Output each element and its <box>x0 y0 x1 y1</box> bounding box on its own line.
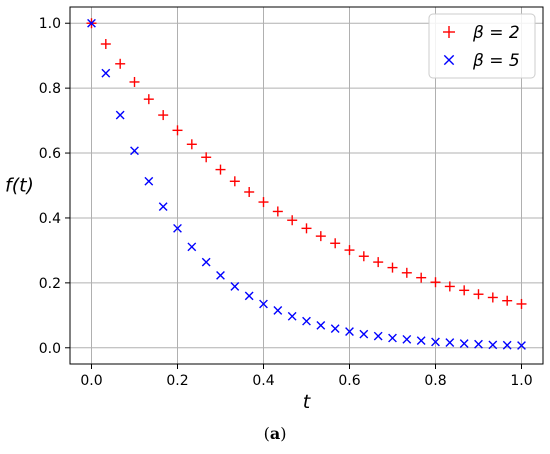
data-point <box>187 242 197 252</box>
data-point <box>287 215 298 226</box>
data-point <box>373 331 383 341</box>
data-point <box>130 146 139 156</box>
caption-close-paren: ) <box>280 424 287 443</box>
data-point <box>445 338 455 347</box>
y-tick-label: 0.6 <box>39 146 61 162</box>
data-point <box>488 340 498 350</box>
data-point <box>388 333 397 343</box>
data-point <box>201 257 211 267</box>
data-point <box>502 295 513 306</box>
data-point <box>216 271 225 280</box>
x-tick-label: 0.0 <box>80 373 102 389</box>
y-tick-label: 1.0 <box>39 16 61 32</box>
axis-ticks: 0.0 0.2 0.4 0.6 0.8 1.0 0.0 0.2 0.4 0.6 0.8 1.0 <box>39 16 533 389</box>
data-point <box>487 292 498 303</box>
data-point <box>186 139 197 150</box>
legend-label: β = 5 <box>472 51 520 71</box>
data-point <box>229 176 240 187</box>
data-point <box>115 110 125 120</box>
data-point <box>473 289 484 300</box>
data-point <box>402 334 412 344</box>
data-point <box>230 282 240 291</box>
data-point <box>430 277 441 288</box>
data-point <box>100 38 111 49</box>
data-point <box>474 339 483 349</box>
chart: 0.0 0.2 0.4 0.6 0.8 1.0 0.0 0.2 0.4 0.6 0.8 1.0 t f… <box>5 6 544 413</box>
plot-frame <box>69 6 544 365</box>
data-point <box>330 324 340 334</box>
data-point <box>459 339 469 348</box>
data-point <box>158 110 169 121</box>
y-tick-label: 0.2 <box>39 276 61 292</box>
data-point <box>358 251 369 262</box>
data-point <box>416 272 427 283</box>
data-point <box>387 262 398 273</box>
data-point <box>101 68 111 78</box>
data-point <box>87 18 96 28</box>
data-point <box>158 202 168 211</box>
x-tick-label: 1.0 <box>510 373 532 389</box>
x-tick-label: 0.2 <box>166 373 188 389</box>
data-point <box>315 231 326 242</box>
data-point <box>201 152 212 163</box>
data-point <box>517 341 526 350</box>
data-point <box>345 327 354 336</box>
x-tick-label: 0.4 <box>252 373 274 389</box>
data-point <box>173 223 182 233</box>
series-2 <box>87 18 526 350</box>
data-point <box>244 291 254 301</box>
data-points <box>86 18 527 350</box>
data-point <box>359 329 369 339</box>
data-point <box>272 206 283 217</box>
legend: β = 2 β = 5 <box>428 13 536 79</box>
data-point <box>129 76 140 87</box>
legend-marker <box>443 26 455 38</box>
x-axis-label: t <box>303 391 312 413</box>
data-point <box>516 298 527 309</box>
data-point <box>401 267 412 278</box>
data-point <box>416 336 426 346</box>
legend-box <box>428 13 536 79</box>
data-point <box>287 311 297 321</box>
data-point <box>344 245 355 256</box>
data-point <box>330 238 341 249</box>
data-point <box>502 340 512 350</box>
data-point <box>144 176 154 186</box>
x-tick-label: 0.6 <box>338 373 360 389</box>
data-point <box>444 281 455 292</box>
data-point <box>143 94 154 105</box>
data-point <box>215 164 226 175</box>
y-tick-label: 0.0 <box>39 341 61 357</box>
legend-marker <box>443 54 455 66</box>
data-point <box>431 337 440 347</box>
data-point <box>301 223 312 234</box>
data-point <box>302 316 311 326</box>
data-point <box>259 299 268 309</box>
figure-caption: (a) <box>0 424 550 443</box>
data-point <box>244 186 255 197</box>
y-tick-label: 0.4 <box>39 211 61 227</box>
data-point <box>373 257 384 268</box>
x-tick-label: 0.8 <box>424 373 446 389</box>
y-axis-label: f(t) <box>5 175 34 197</box>
data-point <box>459 285 470 296</box>
data-point <box>115 58 126 69</box>
data-point <box>258 197 269 208</box>
y-tick-label: 0.8 <box>39 81 61 97</box>
data-point <box>172 125 183 136</box>
legend-label: β = 2 <box>472 23 520 43</box>
data-point <box>316 320 326 330</box>
data-point <box>273 306 283 315</box>
caption-open-paren: ( <box>263 424 270 443</box>
caption-letter: a <box>269 424 281 443</box>
